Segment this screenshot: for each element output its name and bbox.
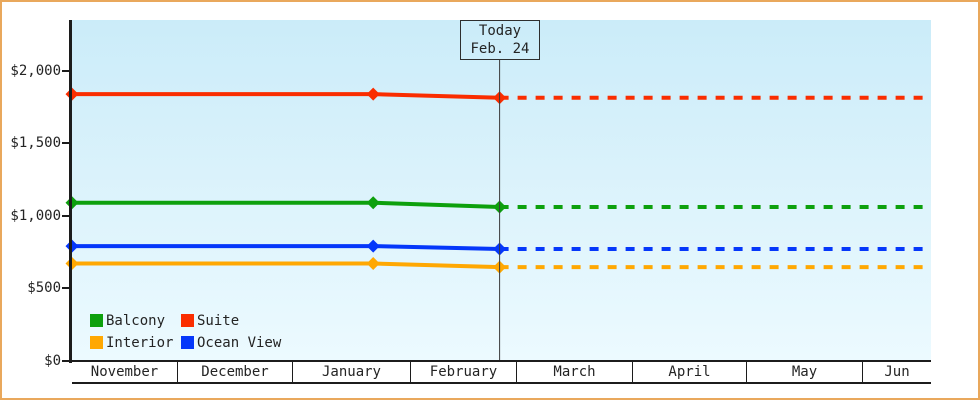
legend-item-ocean-view: Ocean View	[181, 334, 282, 351]
plot-area	[65, 20, 931, 360]
month-cell-april: April	[633, 362, 747, 382]
today-label: Today	[478, 23, 522, 39]
series-suite-point-marker	[65, 87, 79, 101]
legend-label: Suite	[197, 312, 240, 329]
y-axis-tick	[62, 214, 69, 217]
y-axis-tick-label: $1,500	[10, 135, 61, 152]
legend-color-swatch-interior	[90, 336, 103, 349]
y-axis-tick	[62, 69, 69, 72]
today-date-label: Feb. 24	[470, 41, 530, 57]
y-axis-tick-label: $500	[27, 280, 61, 297]
month-cell-february: February	[411, 362, 517, 382]
month-cell-january: January	[293, 362, 411, 382]
series-suite-point-marker	[366, 87, 380, 101]
month-cell-march: March	[517, 362, 633, 382]
x-axis-month-band: November December January February March Apri…	[72, 360, 931, 384]
month-cell-jun: Jun	[884, 364, 910, 380]
y-axis-tick	[62, 359, 69, 362]
y-axis-tick-label: $0	[44, 352, 61, 369]
y-axis-tick-label: $1,000	[10, 207, 61, 224]
month-cell-november: November	[72, 362, 178, 382]
month-cell-may: May	[747, 362, 863, 382]
series-ocean-view-point-marker	[65, 239, 79, 253]
legend-item-balcony: Balcony	[90, 312, 181, 329]
series-balcony-point-marker	[65, 196, 79, 210]
series-interior-observed-line	[72, 261, 500, 270]
legend-item-interior: Interior	[90, 334, 181, 351]
legend-color-swatch-suite	[181, 314, 194, 327]
today-annotation-box: Today Feb. 24	[460, 20, 540, 60]
legend-item-suite: Suite	[181, 312, 281, 329]
series-interior-point-marker	[366, 257, 380, 270]
legend-label: Ocean View	[197, 334, 282, 351]
y-axis-tick	[62, 287, 69, 290]
series-balcony-observed-line	[72, 200, 500, 209]
legend: Balcony Suite Interior Ocean View	[90, 312, 282, 351]
series-lines-layer	[65, 59, 931, 360]
y-axis-tick	[62, 142, 69, 145]
y-axis-line	[69, 20, 72, 363]
series-ocean-view-point-marker	[366, 239, 380, 253]
series-balcony-point-marker	[366, 196, 380, 210]
series-suite-observed-line	[72, 92, 500, 100]
legend-label: Interior	[106, 334, 174, 351]
y-axis-tick-label: $2,000	[10, 62, 61, 79]
month-cell-december: December	[178, 362, 293, 382]
legend-label: Balcony	[106, 312, 166, 329]
legend-color-swatch-balcony	[90, 314, 103, 327]
legend-color-swatch-ocean-view	[181, 336, 194, 349]
series-ocean-view-observed-line	[72, 244, 500, 251]
series-interior-point-marker	[65, 257, 79, 270]
